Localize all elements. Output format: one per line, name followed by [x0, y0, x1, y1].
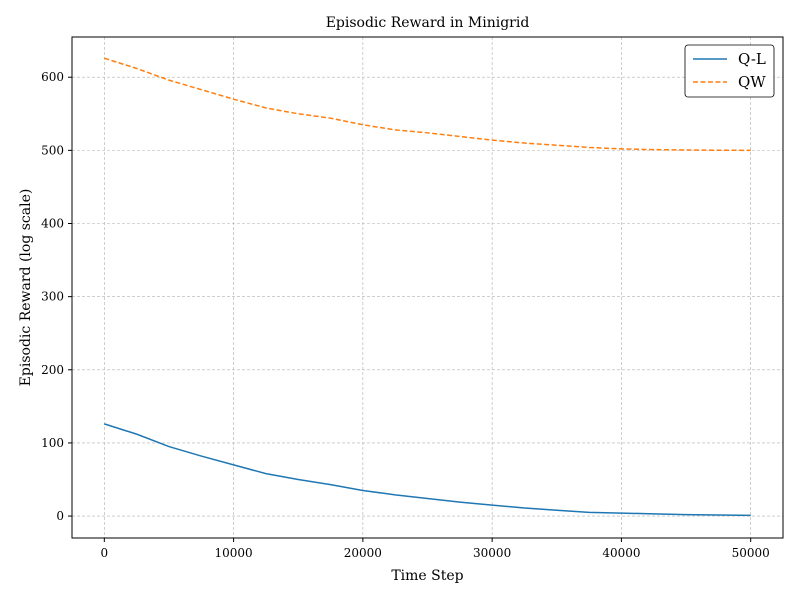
- chart-title: Episodic Reward in Minigrid: [326, 15, 530, 31]
- ticks: 0 10000 20000 30000 40000 50000 0 100 200 300 400 5…: [41, 70, 770, 560]
- x-tick-label: 40000: [602, 546, 640, 560]
- x-axis-label: Time Step: [391, 568, 463, 584]
- y-tick-label: 500: [41, 143, 64, 157]
- x-tick-label: 10000: [214, 546, 252, 560]
- legend-label: Q-L: [738, 50, 766, 68]
- plot-frame: [71, 36, 784, 539]
- y-tick-label: 600: [41, 70, 64, 84]
- y-tick-label: 400: [41, 217, 64, 231]
- y-tick-label: 100: [41, 436, 64, 450]
- series-line-q-l: [104, 423, 751, 517]
- x-tick-label: 20000: [344, 546, 382, 560]
- y-tick-label: 300: [41, 290, 64, 304]
- x-tick-label: 50000: [732, 546, 770, 560]
- y-axis-label: Episodic Reward (log scale): [18, 189, 34, 387]
- series-line-qw: [104, 57, 751, 152]
- legend-box: [684, 44, 775, 98]
- x-tick-label: 30000: [473, 546, 511, 560]
- x-tick-label: 0: [100, 546, 108, 560]
- y-tick-label: 200: [41, 363, 64, 377]
- legend-label: QW: [738, 73, 766, 91]
- grid: [72, 37, 783, 538]
- legend: Q-L QW: [684, 44, 775, 98]
- series-group: [104, 57, 751, 517]
- y-tick-label: 0: [56, 509, 64, 523]
